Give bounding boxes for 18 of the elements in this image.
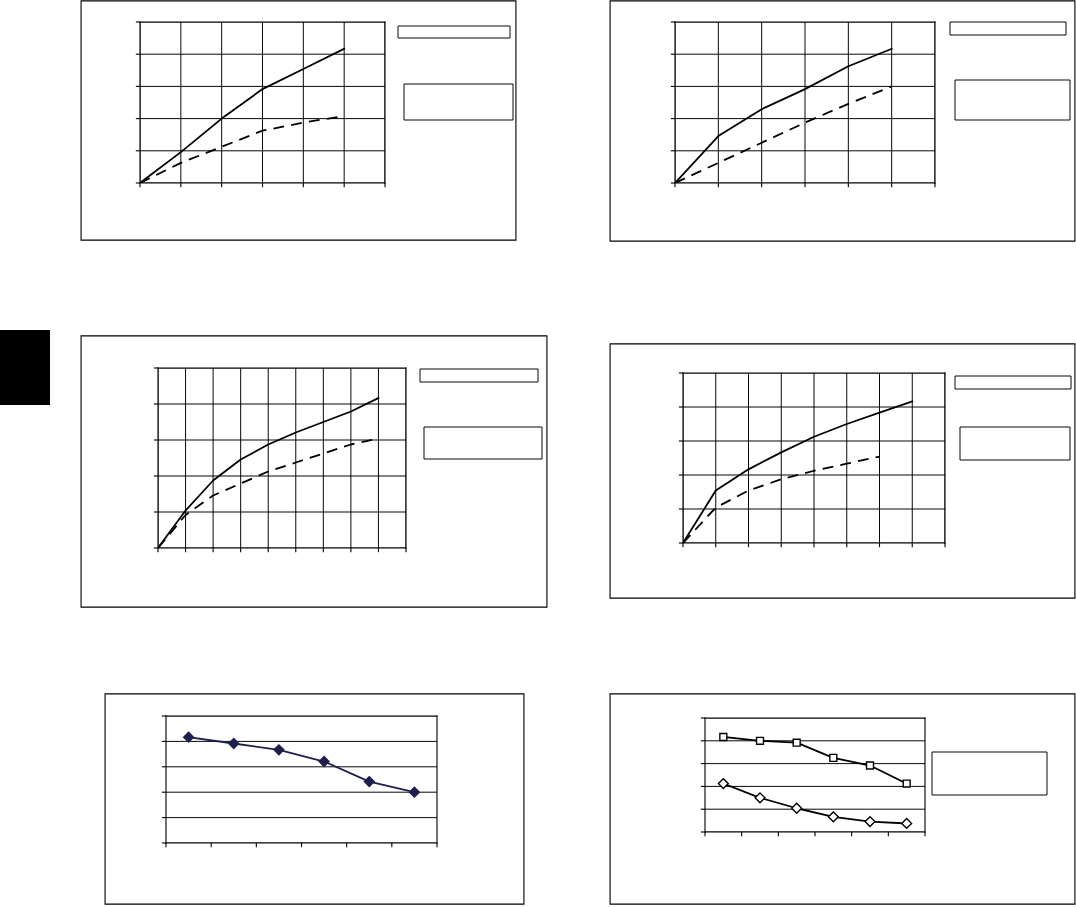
point <box>792 738 801 747</box>
point <box>791 802 803 814</box>
point <box>865 761 875 770</box>
point <box>318 755 330 768</box>
point <box>829 753 838 763</box>
point <box>755 736 765 745</box>
point <box>864 815 876 828</box>
point <box>182 731 195 743</box>
point <box>902 779 911 788</box>
point <box>719 732 728 742</box>
point <box>363 776 375 788</box>
point <box>408 786 421 798</box>
point <box>273 744 285 756</box>
point <box>754 792 766 804</box>
point <box>901 817 913 830</box>
point <box>228 737 240 750</box>
point <box>827 811 839 823</box>
point <box>717 777 729 790</box>
